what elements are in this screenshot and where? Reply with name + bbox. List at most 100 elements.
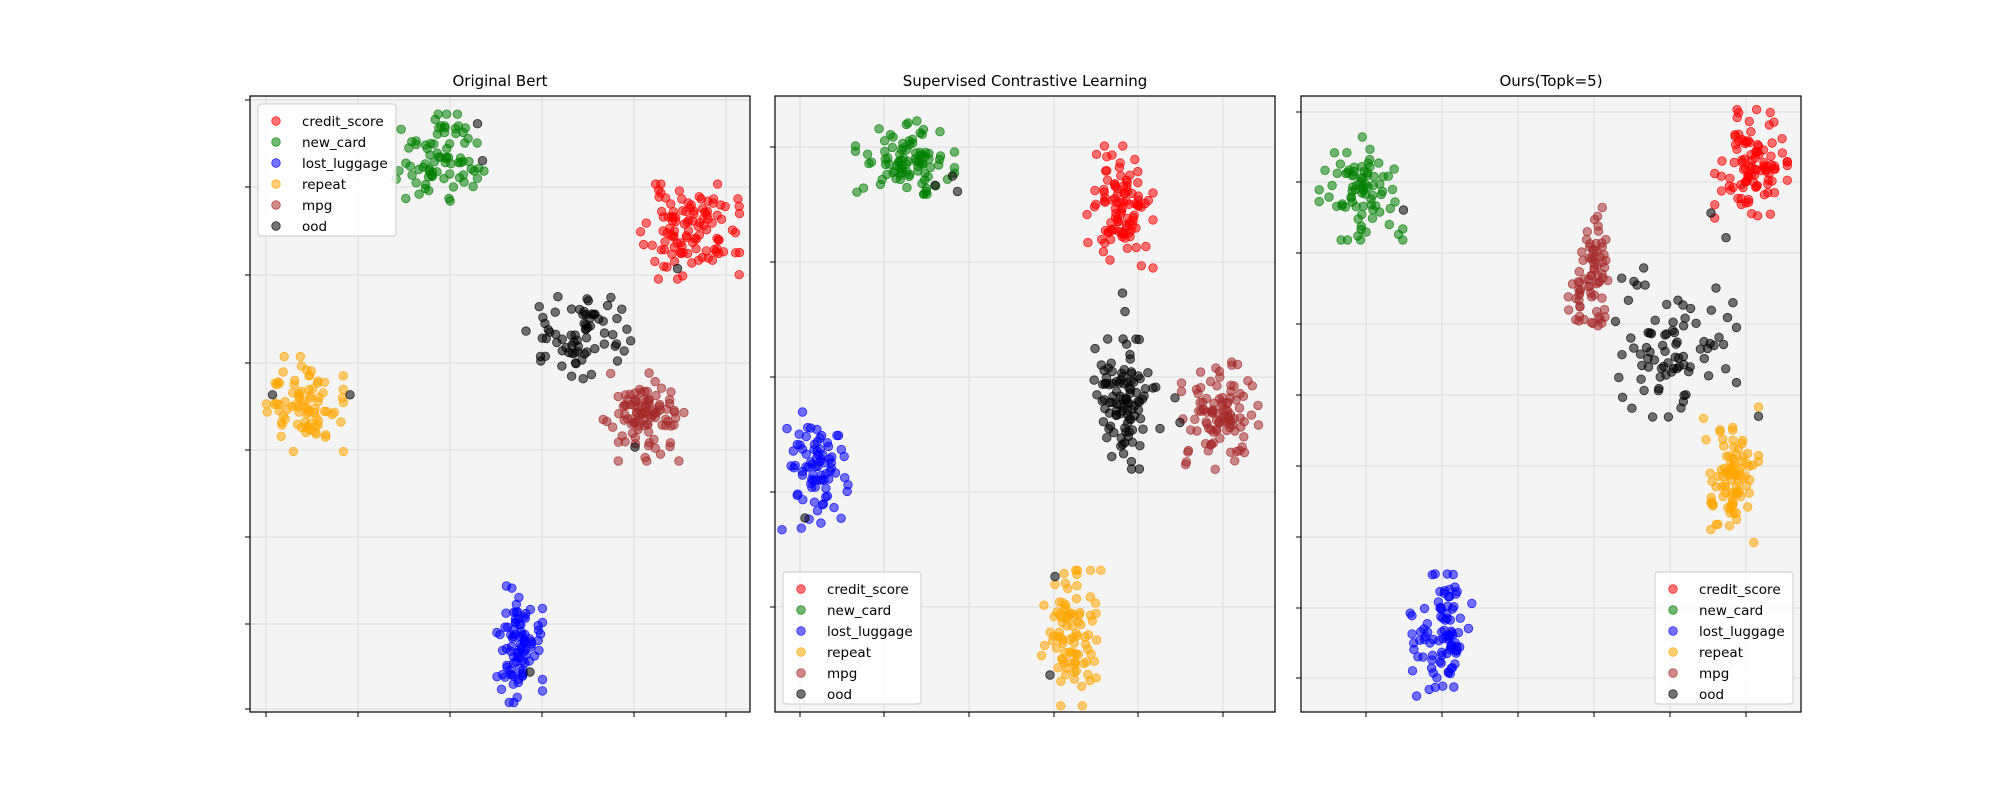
axes-frame	[774, 95, 1276, 713]
scatter-point-lost_luggage	[1413, 652, 1423, 662]
scatter-point-repeat	[292, 419, 303, 430]
scatter-point-lost_luggage	[812, 506, 823, 516]
legend-item-lost_luggage: lost_luggage	[796, 624, 913, 640]
scatter-point-mpg	[650, 376, 660, 387]
scatter-point-ood	[1640, 280, 1650, 290]
scatter-point-lost_luggage	[816, 518, 826, 528]
scatter-point-ood	[477, 155, 488, 166]
scatter-point-credit_score	[1122, 243, 1133, 254]
scatter-point-credit_score	[1736, 134, 1747, 145]
scatter-point-ood	[1667, 325, 1678, 336]
scatter-point-new_card	[442, 143, 452, 154]
scatter-point-ood	[583, 296, 594, 306]
scatter-point-new_card	[430, 114, 440, 125]
scatter-point-credit_score	[674, 186, 685, 196]
scatter-point-repeat	[1057, 654, 1067, 664]
scatter-point-credit_score	[1122, 177, 1132, 188]
legend-marker	[796, 689, 806, 699]
scatter-point-new_card	[914, 156, 924, 166]
scatter-point-repeat	[1077, 681, 1087, 692]
scatter-point-ood	[1610, 316, 1621, 327]
scatter-point-mpg	[1200, 439, 1211, 449]
scatter-point-mpg	[598, 414, 608, 425]
scatter-point-lost_luggage	[1449, 682, 1459, 692]
scatter-point-ood	[1753, 411, 1764, 422]
scatter-point-mpg	[1578, 255, 1588, 265]
scatter-point-new_card	[469, 166, 479, 176]
scatter-point-lost_luggage	[508, 633, 518, 644]
scatter-point-ood	[1731, 322, 1742, 333]
scatter-point-new_card	[902, 182, 912, 193]
scatter-point-ood	[1614, 372, 1624, 383]
scatter-point-new_card	[1383, 171, 1394, 181]
scatter-point-ood	[1138, 424, 1148, 434]
scatter-point-mpg	[650, 443, 661, 453]
legend-marker	[1668, 689, 1678, 699]
scatter-point-repeat	[1091, 635, 1102, 645]
scatter-point-new_card	[1327, 180, 1337, 191]
scatter-point-ood	[582, 347, 592, 357]
scatter-point-credit_score	[1716, 186, 1727, 196]
scatter-point-credit_score	[1769, 187, 1780, 198]
scatter-point-credit_score	[650, 256, 660, 267]
scatter-point-new_card	[1329, 148, 1340, 158]
scatter-point-lost_luggage	[1453, 628, 1464, 638]
scatter-point-new_card	[1341, 168, 1351, 179]
scatter-point-new_card	[888, 132, 898, 142]
scatter-point-repeat	[1087, 616, 1098, 626]
scatter-point-ood	[1135, 414, 1146, 424]
scatter-point-credit_score	[1133, 191, 1144, 201]
scatter-point-mpg	[1207, 405, 1217, 416]
legend-item-repeat: repeat	[271, 177, 346, 193]
scatter-point-repeat	[1036, 650, 1047, 661]
scatter-point-ood	[612, 313, 622, 324]
scatter-point-new_card	[434, 123, 444, 133]
scatter-point-mpg	[1563, 292, 1574, 302]
scatter-point-lost_luggage	[794, 429, 804, 439]
scatter-point-repeat	[1733, 477, 1744, 487]
scatter-point-ood	[1126, 464, 1137, 474]
scatter-point-lost_luggage	[1454, 642, 1465, 652]
scatter-point-lost_luggage	[1436, 627, 1447, 637]
legend-marker	[271, 200, 281, 210]
scatter-point-new_card	[858, 183, 869, 193]
scatter-point-ood	[1121, 339, 1132, 349]
scatter-point-ood	[1118, 449, 1129, 459]
scatter-point-new_card	[454, 172, 465, 183]
scatter-point-credit_score	[1759, 189, 1770, 200]
scatter-point-lost_luggage	[1434, 636, 1444, 646]
scatter-point-ood	[581, 333, 592, 343]
legend-label: credit_score	[827, 582, 909, 598]
scatter-point-lost_luggage	[815, 456, 825, 467]
scatter-point-credit_score	[1143, 195, 1154, 206]
scatter-point-repeat	[261, 399, 272, 409]
scatter-point-mpg	[1185, 425, 1196, 435]
scatter-point-lost_luggage	[537, 617, 548, 628]
scatter-point-mpg	[1576, 247, 1587, 257]
scatter-point-ood	[1643, 328, 1653, 338]
scatter-point-lost_luggage	[822, 491, 833, 501]
legend-marker	[796, 626, 806, 636]
legend-marker	[271, 137, 281, 147]
scatter-point-credit_score	[660, 237, 670, 247]
scatter-point-credit_score	[1764, 120, 1775, 130]
scatter-point-credit_score	[694, 191, 705, 202]
series-ood	[800, 171, 1185, 680]
scatter-point-mpg	[633, 424, 643, 435]
scatter-point-credit_score	[653, 274, 664, 284]
scatter-point-repeat	[278, 367, 288, 377]
scatter-point-lost_luggage	[1463, 623, 1474, 634]
scatter-point-mpg	[644, 368, 654, 378]
scatter-point-credit_score	[658, 212, 669, 222]
scatter-point-new_card	[912, 116, 922, 126]
scatter-point-mpg	[1599, 304, 1610, 315]
scatter-point-lost_luggage	[832, 430, 842, 441]
scatter-point-credit_score	[1130, 154, 1140, 165]
scatter-point-lost_luggage	[1428, 668, 1439, 678]
legend-item-credit_score: credit_score	[796, 582, 909, 598]
scatter-point-new_card	[1398, 235, 1408, 245]
scatter-point-new_card	[1332, 168, 1343, 179]
scatter-point-ood	[1050, 571, 1060, 582]
scatter-point-credit_score	[679, 219, 690, 229]
scatter-point-repeat	[336, 417, 346, 427]
